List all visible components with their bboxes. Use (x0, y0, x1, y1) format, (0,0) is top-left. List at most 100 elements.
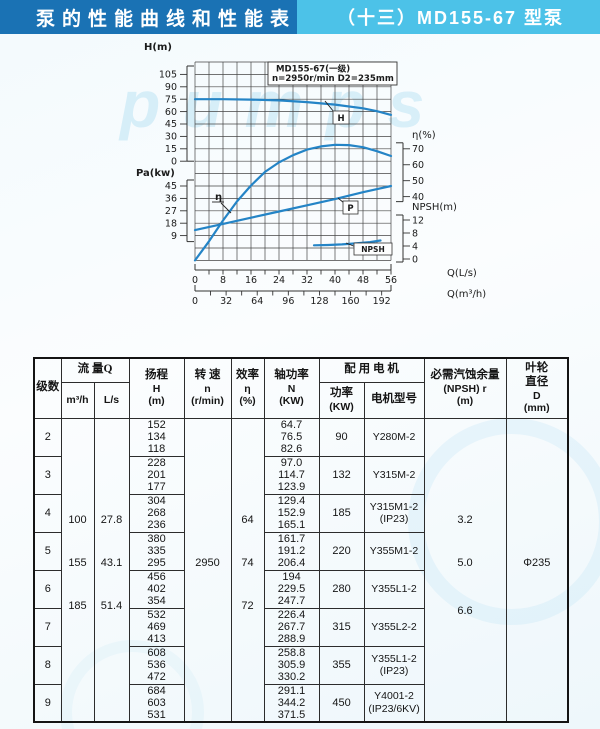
col-stage: 级数 (33, 357, 62, 419)
table-row: 3 228 201 177 97.0 114.7 123.9 132 Y315M-2 (33, 455, 568, 495)
flow-value: 155 (68, 556, 87, 569)
svg-text:η: η (215, 192, 222, 203)
svg-text:96: 96 (282, 296, 294, 307)
stage-value: 7 (33, 607, 62, 647)
stage-value: 2 (33, 417, 62, 457)
npsh-value: 3.2 (457, 513, 473, 526)
col-motor: 配 用 电 机 (318, 357, 425, 383)
power-values: 129.4 152.9 165.1 (263, 493, 320, 533)
svg-text:48: 48 (357, 275, 369, 286)
table-row: 6 456 402 354 194 229.5 247.7 280 Y355L1-2 (33, 569, 568, 609)
svg-text:H(m): H(m) (144, 42, 172, 53)
flow-value: 185 (68, 600, 87, 613)
svg-text:NPSH: NPSH (361, 245, 384, 254)
svg-text:0: 0 (412, 254, 418, 265)
p-curve (193, 184, 393, 232)
pump-model-title: （十三）MD155-67 型泵 (297, 0, 600, 34)
npsh-value: 6.6 (457, 604, 473, 617)
stage-value: 6 (33, 569, 62, 609)
motor-model-value: Y315M-2 (363, 455, 425, 495)
col-eff: 效率 η (%) (230, 357, 265, 419)
head-values: 304 268 236 (128, 493, 185, 533)
flow-m3h-cell: 100 155 185 (60, 417, 95, 723)
power-values: 161.7 191.2 206.4 (263, 531, 320, 571)
col-power: 轴功率 N (KW) (263, 357, 320, 419)
flow-value: 27.8 (100, 513, 123, 526)
eff-value: 72 (241, 600, 254, 613)
svg-text:32: 32 (301, 275, 313, 286)
svg-text:0: 0 (171, 156, 177, 167)
flow-value: 51.4 (100, 600, 123, 613)
flow-value: 43.1 (100, 556, 123, 569)
head-values: 228 201 177 (128, 455, 185, 495)
header-bar: 泵的性能曲线和性能表 （十三）MD155-67 型泵 (0, 0, 600, 34)
svg-text:n=2950r/min D2=235mm: n=2950r/min D2=235mm (272, 74, 394, 84)
table-header: 级数 流 量Q 扬程 H (m) 转 速 n (r/min) 效率 η (%) (33, 357, 569, 419)
svg-text:0: 0 (192, 275, 198, 286)
svg-text:75: 75 (165, 94, 177, 105)
svg-text:Q(L/s): Q(L/s) (447, 268, 477, 279)
svg-text:160: 160 (341, 296, 359, 307)
svg-text:4: 4 (412, 241, 418, 252)
stage-value: 4 (33, 493, 62, 533)
power-values: 226.4 267.7 288.9 (263, 607, 320, 647)
page-title-text: 泵的性能曲线和性能表 (36, 8, 297, 30)
svg-text:30: 30 (165, 132, 177, 143)
speed-cell: 2950 (183, 417, 232, 723)
svg-text:36: 36 (165, 194, 177, 205)
power-values: 258.8 305.9 330.2 (263, 645, 320, 685)
impeller-cell: Φ235 (505, 417, 569, 723)
table-row: 8 608 536 472 258.8 305.9 330.2 355 Y355L1-2… (33, 645, 568, 685)
motor-kw-value: 220 (318, 531, 365, 571)
svg-text:90: 90 (165, 82, 177, 93)
motor-model-value: Y355L1-2 (IP23) (363, 645, 425, 685)
svg-text:8: 8 (412, 228, 418, 239)
table-row: 5 380 335 295 161.7 191.2 206.4 220 Y355M1-2 (33, 531, 568, 571)
svg-text:50: 50 (412, 176, 424, 187)
head-values: 380 335 295 (128, 531, 185, 571)
col-motor-model: 电机型号 (363, 381, 425, 419)
power-values: 97.0 114.7 123.9 (263, 455, 320, 495)
svg-text:Pa(kw): Pa(kw) (136, 168, 175, 179)
motor-kw-value: 355 (318, 645, 365, 685)
stage-value: 3 (33, 455, 62, 495)
eff-value: 64 (241, 513, 254, 526)
svg-text:56: 56 (385, 275, 397, 286)
svg-text:60: 60 (412, 160, 424, 171)
flow-value: 100 (68, 513, 87, 526)
h-curve (193, 98, 393, 116)
motor-model-value: Y280M-2 (363, 417, 425, 457)
svg-text:9: 9 (171, 231, 177, 242)
motor-kw-value: 450 (318, 683, 365, 723)
svg-text:105: 105 (159, 70, 177, 81)
motor-model-value: Y355L1-2 (363, 569, 425, 609)
efficiency-cell: 64 74 72 (230, 417, 265, 723)
motor-kw-value: 90 (318, 417, 365, 457)
motor-model-value: Y315M1-2 (IP23) (363, 493, 425, 533)
svg-text:15: 15 (165, 144, 177, 155)
head-values: 684 603 531 (128, 683, 185, 723)
svg-text:45: 45 (165, 119, 177, 130)
svg-text:60: 60 (165, 107, 177, 118)
power-values: 64.7 76.5 82.6 (263, 417, 320, 457)
table-row: 9 684 603 531 291.1 344.2 371.5 450 Y4001-2(… (33, 683, 568, 723)
stage-value: 8 (33, 645, 62, 685)
performance-chart: MD155-67(一级)n=2950r/min D2=235mm10590756… (136, 42, 486, 307)
page-title: 泵的性能曲线和性能表 (0, 0, 297, 34)
eff-value: 74 (241, 556, 254, 569)
speed-value: 2950 (195, 556, 220, 569)
svg-text:Q(m³/h): Q(m³/h) (447, 289, 486, 300)
col-npsh: 必需汽蚀余量 (NPSH) r (m) (423, 357, 507, 419)
svg-text:8: 8 (220, 275, 226, 286)
motor-model-value: Y355L2-2 (363, 607, 425, 647)
motor-kw-value: 185 (318, 493, 365, 533)
col-speed: 转 速 n (r/min) (183, 357, 232, 419)
motor-kw-value: 280 (318, 569, 365, 609)
motor-model-value: Y4001-2 (IP23/6KV) (363, 683, 425, 723)
col-flow: 流 量Q (60, 357, 130, 383)
svg-text:70: 70 (412, 144, 424, 155)
svg-text:45: 45 (165, 181, 177, 192)
npsh-value: 5.0 (457, 556, 473, 569)
svg-text:40: 40 (412, 192, 424, 203)
